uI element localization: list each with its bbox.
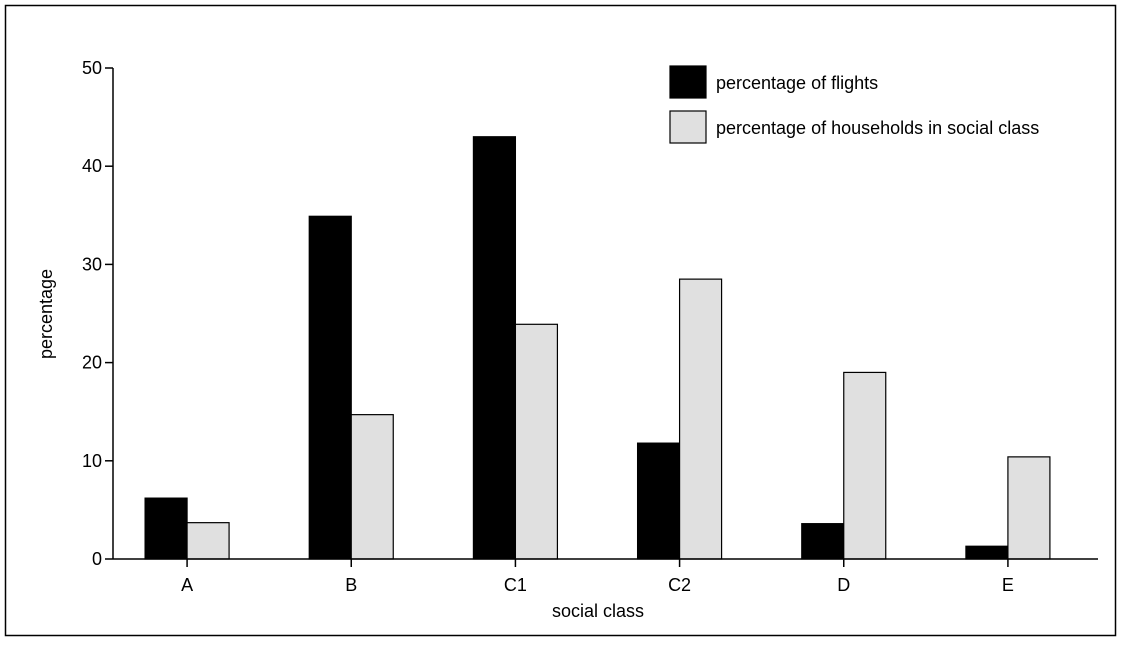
bar-households-e (1007, 456, 1051, 560)
bar-households-c2 (678, 278, 723, 560)
legend-swatch-households (669, 110, 707, 144)
y-tick-label: 40 (82, 156, 102, 176)
bar-flights-c2 (636, 442, 681, 560)
legend-swatch-flights (669, 65, 707, 99)
bar-households-c1 (514, 323, 559, 560)
y-tick-label: 10 (82, 451, 102, 471)
x-tick-label-a: A (181, 575, 193, 595)
x-axis: A B C1 C2 D E (113, 558, 1098, 595)
legend: percentage of flights percentage of hous… (669, 65, 1039, 144)
bar-households-b (350, 414, 394, 560)
bar-flights-a (144, 497, 188, 560)
bar-flights-e (965, 545, 1009, 560)
x-tick-label-d: D (837, 575, 850, 595)
y-tick-label: 50 (82, 58, 102, 78)
bar-flights-b (308, 215, 352, 560)
bar-households-a (186, 522, 230, 560)
x-tick-label-c1: C1 (504, 575, 527, 595)
x-axis-label: social class (552, 601, 644, 621)
y-tick-label: 30 (82, 254, 102, 274)
legend-label-households: percentage of households in social class (716, 118, 1039, 138)
x-tick-label-c2: C2 (668, 575, 691, 595)
y-tick-label: 20 (82, 353, 102, 373)
bars (144, 136, 1051, 560)
bar-flights-c1 (472, 136, 517, 560)
bar-households-d (843, 371, 887, 560)
x-tick-label-e: E (1002, 575, 1014, 595)
y-axis-label: percentage (36, 269, 56, 359)
bar-flights-d (801, 523, 845, 560)
x-tick-label-b: B (345, 575, 357, 595)
y-axis: 0 10 20 30 40 50 (82, 58, 114, 569)
y-tick-label: 0 (92, 549, 102, 569)
legend-label-flights: percentage of flights (716, 73, 878, 93)
